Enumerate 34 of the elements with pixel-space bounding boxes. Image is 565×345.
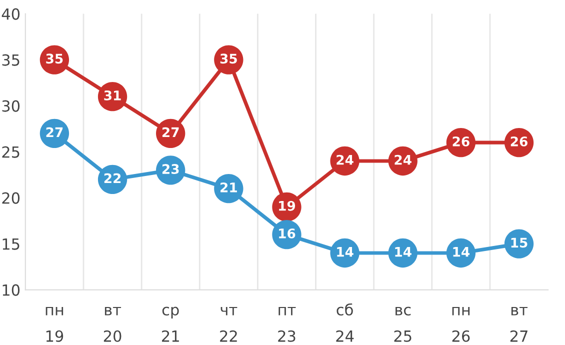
data-label: 35 bbox=[220, 54, 237, 64]
data-label: 24 bbox=[394, 154, 412, 165]
data-label: 24 bbox=[336, 154, 354, 165]
data-label: 14 bbox=[395, 247, 412, 257]
x-tick-label: сб 24 bbox=[336, 303, 354, 342]
y-tick-label: 35 bbox=[2, 54, 20, 66]
data-label: 14 bbox=[337, 247, 354, 257]
x-tick-label: вс 25 bbox=[394, 306, 412, 342]
x-tick-label: пн 19 bbox=[46, 306, 64, 342]
x-tick-label: пт 23 bbox=[278, 306, 296, 342]
data-label: 26 bbox=[452, 136, 470, 146]
data-label: 23 bbox=[162, 164, 179, 174]
y-tick-label: 15 bbox=[2, 238, 20, 250]
data-label: 35 bbox=[46, 54, 63, 64]
x-tick-label: чт 22 bbox=[220, 306, 238, 342]
data-label: 27 bbox=[46, 127, 63, 138]
data-label: 15 bbox=[511, 238, 528, 248]
data-label: 26 bbox=[510, 136, 528, 146]
data-label: 14 bbox=[453, 247, 470, 257]
data-label: 21 bbox=[220, 182, 237, 192]
x-tick-label: пн 26 bbox=[452, 306, 470, 342]
x-tick-label: ср 21 bbox=[162, 306, 179, 342]
y-tick-label: 40 bbox=[2, 8, 20, 20]
data-label: 31 bbox=[104, 90, 121, 100]
data-label: 27 bbox=[162, 127, 179, 138]
x-tick-label: вт 27 bbox=[510, 306, 528, 342]
data-label: 19 bbox=[279, 200, 296, 211]
y-tick-label: 30 bbox=[2, 100, 20, 112]
data-label: 16 bbox=[279, 228, 296, 238]
y-tick-label: 10 bbox=[2, 284, 20, 296]
x-tick-label: вт 20 bbox=[104, 306, 122, 342]
y-tick-label: 25 bbox=[2, 146, 20, 158]
data-label: 22 bbox=[104, 173, 121, 184]
y-tick-label: 20 bbox=[2, 192, 20, 204]
